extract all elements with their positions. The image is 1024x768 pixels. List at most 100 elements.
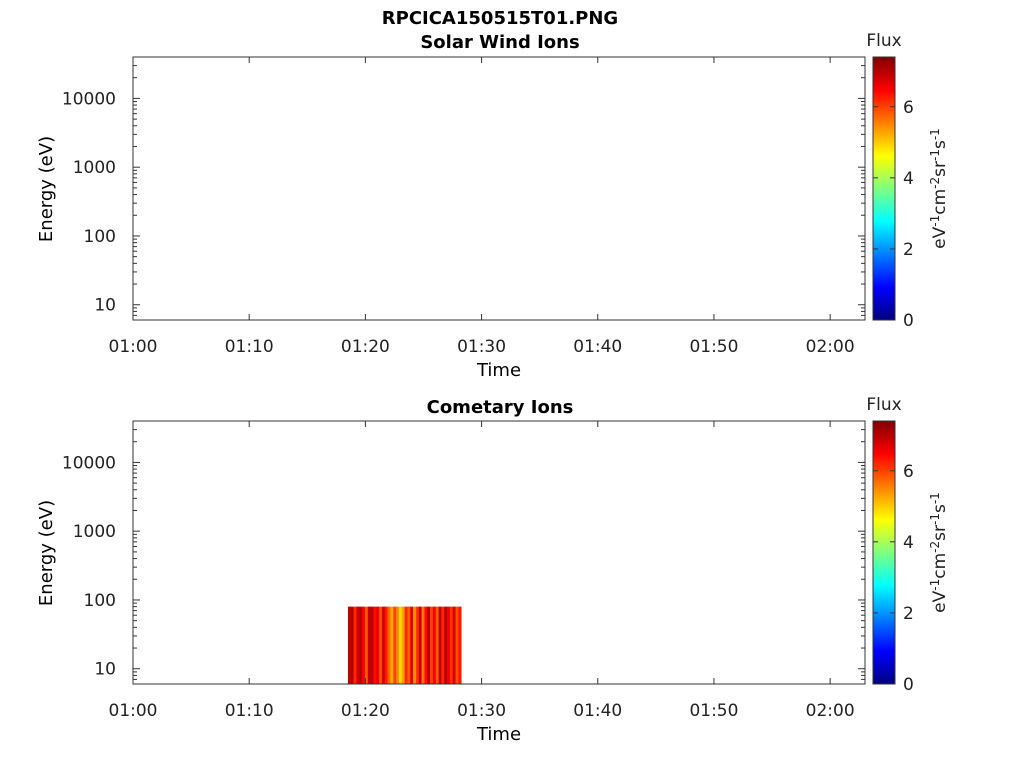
panel-solar-wind-ions: Solar Wind Ions 01:00 01:10 01:20 01:30 01:4… <box>36 31 950 381</box>
colorbar-tick-label: 6 <box>903 462 914 482</box>
unit-base: sr <box>930 525 950 541</box>
x-tick-label: 02:00 <box>806 337 855 357</box>
flux-column <box>427 606 431 684</box>
colorbar-tick-label: 0 <box>903 311 914 331</box>
y-tick-label: 10 <box>94 660 116 680</box>
flux-column <box>407 606 411 684</box>
flux-column <box>401 606 405 684</box>
y-tick-label: 10000 <box>62 453 116 473</box>
unit-exponent: -1 <box>928 128 942 140</box>
x-tick-label: 01:40 <box>573 701 622 721</box>
colorbar-tick-label: 2 <box>903 604 914 624</box>
flux-column <box>376 606 380 684</box>
flux-column <box>398 606 403 684</box>
flux-column <box>424 606 428 684</box>
flux-column <box>452 606 456 684</box>
x-axis-label: Time <box>476 724 521 745</box>
colorbar-gradient <box>872 56 896 321</box>
flux-column <box>441 606 445 684</box>
y-tick-label: 1000 <box>73 158 116 178</box>
flux-column <box>413 606 417 684</box>
colorbar-unit: eV-1cm-2sr-1s-1 <box>928 128 950 249</box>
unit-base: cm <box>930 189 950 215</box>
unit-exponent: -1 <box>928 492 942 504</box>
flux-column <box>396 606 400 684</box>
axes: 01:00 01:10 01:20 01:30 01:40 01:50 02:00 10 100… <box>62 420 865 721</box>
unit-base: s <box>930 504 950 513</box>
y-tick-label: 1000 <box>73 522 116 542</box>
flux-column <box>415 606 420 684</box>
x-tick-label: 01:50 <box>689 337 738 357</box>
x-tick-label: 01:10 <box>225 701 274 721</box>
flux-column <box>356 606 360 684</box>
colorbar-tick-label: 2 <box>903 240 914 260</box>
y-tick-label: 10 <box>94 296 116 316</box>
flux-column <box>370 606 374 684</box>
flux-column <box>432 606 437 684</box>
flux-column <box>381 606 386 684</box>
heatmap-data <box>347 606 462 684</box>
flux-column <box>404 606 408 684</box>
y-tick-label: 10000 <box>62 89 116 109</box>
colorbar-gradient <box>872 420 896 685</box>
y-axis-label: Energy (eV) <box>36 136 57 242</box>
flux-column <box>444 606 448 684</box>
flux-column <box>379 606 383 684</box>
y-axis-label: Energy (eV) <box>36 500 57 606</box>
x-tick-label: 01:30 <box>457 337 506 357</box>
flux-column <box>410 606 414 684</box>
flux-column <box>359 606 363 684</box>
axes: 01:00 01:10 01:20 01:30 01:40 01:50 02:00 10 100… <box>62 56 865 357</box>
colorbar-label: Flux <box>866 31 901 51</box>
flux-column <box>364 606 369 684</box>
flux-column <box>353 606 357 684</box>
flux-column <box>458 606 462 684</box>
unit-exponent: -1 <box>928 513 942 525</box>
flux-column <box>421 606 425 684</box>
y-tick-label: 100 <box>84 591 116 611</box>
x-tick-label: 01:20 <box>341 701 390 721</box>
colorbar-label: Flux <box>866 395 901 415</box>
flux-column <box>418 606 422 684</box>
flux-column <box>438 606 442 684</box>
flux-column <box>362 606 366 684</box>
unit-exponent: -2 <box>928 541 942 553</box>
x-tick-label: 01:00 <box>109 337 158 357</box>
unit-exponent: -1 <box>928 149 942 161</box>
unit-base: eV <box>930 590 950 612</box>
colorbar-tick-label: 4 <box>903 169 914 189</box>
flux-column <box>393 606 397 684</box>
x-tick-label: 01:00 <box>109 701 158 721</box>
panel-title: Cometary Ions <box>427 397 574 418</box>
flux-column <box>455 606 459 684</box>
colorbar-tick-label: 4 <box>903 533 914 553</box>
flux-column <box>447 606 451 684</box>
flux-column <box>390 606 394 684</box>
x-tick-label: 01:30 <box>457 701 506 721</box>
colorbar-unit: eV-1cm-2sr-1s-1 <box>928 492 950 613</box>
x-tick-label: 01:20 <box>341 337 390 357</box>
unit-exponent: -2 <box>928 177 942 189</box>
plot-area <box>132 420 866 685</box>
unit-base: s <box>930 140 950 149</box>
panel-title: Solar Wind Ions <box>420 32 579 53</box>
figure-title: RPCICA150515T01.PNG <box>382 8 618 29</box>
unit-base: eV <box>930 226 950 248</box>
flux-column <box>347 606 352 684</box>
x-axis-label: Time <box>476 360 521 381</box>
flux-column <box>435 606 439 684</box>
plot-area <box>132 56 866 321</box>
x-tick-label: 02:00 <box>806 701 855 721</box>
colorbar-tick-label: 6 <box>903 98 914 118</box>
panel-cometary-ions: Cometary Ions 01:00 01:10 01:20 01:30 01:40 0… <box>36 395 950 745</box>
unit-exponent: -1 <box>928 579 942 591</box>
x-tick-label: 01:40 <box>573 337 622 357</box>
flux-column <box>387 606 391 684</box>
x-tick-label: 01:10 <box>225 337 274 357</box>
unit-base: sr <box>930 161 950 177</box>
flux-column <box>350 606 354 684</box>
flux-column <box>373 606 377 684</box>
flux-column <box>367 606 371 684</box>
unit-exponent: -1 <box>928 215 942 227</box>
